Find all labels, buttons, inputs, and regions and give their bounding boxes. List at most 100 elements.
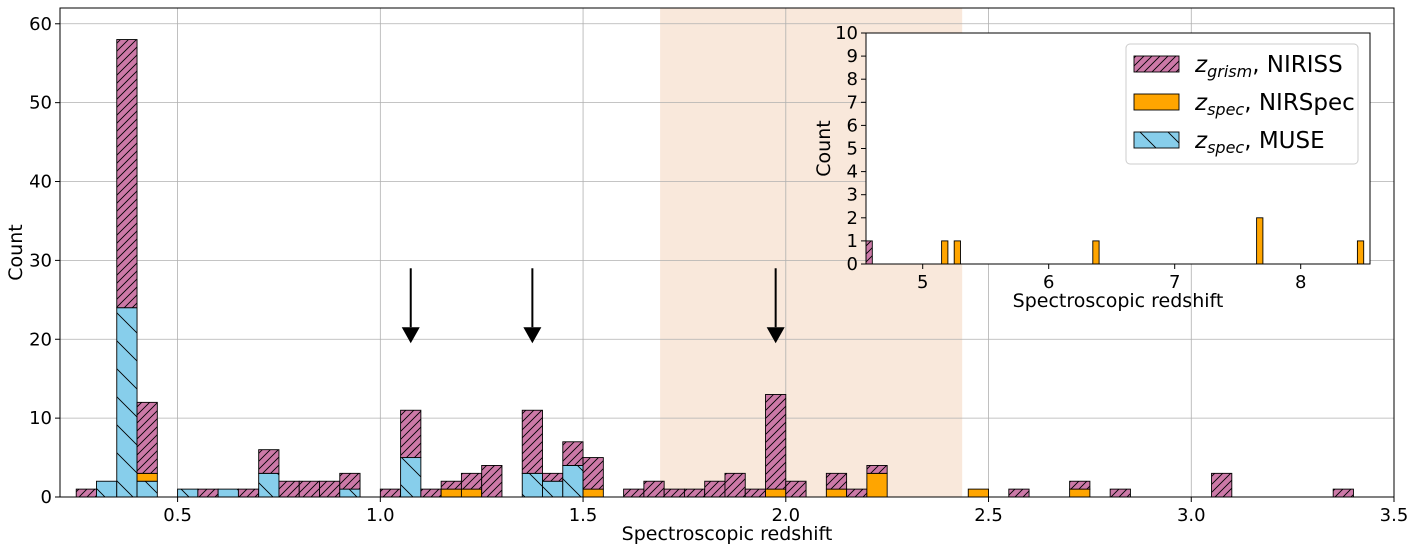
main-bar-forward-3: [136, 401, 158, 474]
main-bar-forward-8: [258, 449, 280, 474]
inset-xtick-label-2: 7: [1169, 272, 1180, 293]
main-bar-forward-21: [562, 441, 584, 466]
main-bar-none-34: [866, 472, 888, 498]
main-bar-forward-14: [400, 409, 422, 459]
main-bar-forward-20: [542, 472, 564, 482]
main-ytick-label-3: 30: [29, 250, 52, 271]
main-bar-forward-16: [440, 480, 462, 490]
inset-ytick-label-5: 5: [847, 139, 858, 160]
inset-bar-none-2: [953, 240, 961, 265]
main-bar-forward-28: [724, 472, 746, 498]
inset-ytick-label-6: 6: [847, 115, 858, 136]
inset-bar-none-4: [1256, 217, 1264, 265]
main-bar-forward-37: [1069, 480, 1091, 490]
main-bar-forward-31: [785, 480, 807, 498]
inset-xlabel: Spectroscopic redshift: [1013, 290, 1224, 312]
legend-entry-0: zgrism, NIRISS: [1133, 52, 1343, 81]
main-bar-forward-7: [237, 488, 260, 498]
main-xtick-label-2: 1.5: [569, 505, 598, 526]
main-bar-backslash-12: [339, 488, 361, 498]
main-bar-forward-24: [643, 480, 665, 498]
main-bar-forward-12: [339, 472, 361, 490]
main-ytick-label-6: 60: [29, 14, 52, 35]
inset-xtick-label-1: 6: [1043, 272, 1054, 293]
main-bar-forward-30: [765, 394, 787, 490]
inset-bar-none-3: [1092, 240, 1100, 265]
inset-ytick-label-1: 1: [847, 231, 858, 252]
main-bar-forward-13: [379, 488, 402, 498]
main-bar-none-17: [460, 488, 483, 498]
main-xtick-label-4: 2.5: [974, 505, 1003, 526]
main-bar-none-37: [1069, 488, 1091, 498]
inset-bar-none-5: [1356, 240, 1365, 265]
main-bar-none-35: [967, 488, 989, 498]
main-xtick-label-6: 3.5: [1380, 505, 1409, 526]
inset-bar-none-1: [941, 240, 949, 265]
inset-ytick-label-0: 0: [847, 254, 858, 275]
legend-label-2: zspec, MUSE: [1194, 128, 1325, 157]
inset-ytick-label-7: 7: [847, 92, 858, 113]
main-bar-backslash-20: [542, 480, 564, 498]
main-bar-forward-19: [521, 409, 543, 474]
main-xtick-label-1: 1.0: [366, 505, 395, 526]
main-bar-forward-17: [460, 472, 483, 490]
main-bar-forward-29: [744, 488, 766, 498]
legend-entry-1: zspec, NIRSpec: [1133, 90, 1355, 119]
main-bar-forward-25: [663, 488, 685, 498]
inset-ytick-label-2: 2: [847, 208, 858, 229]
main-ytick-label-5: 50: [29, 93, 52, 114]
main-bar-forward-38: [1109, 488, 1131, 498]
main-bar-backslash-6: [217, 488, 239, 498]
main-ytick-label-0: 0: [41, 487, 52, 508]
main-bar-forward-9: [278, 480, 300, 498]
inset-ylabel: Count: [813, 120, 835, 176]
main-bar-none-32: [825, 488, 848, 498]
main-axes-frame: [59, 7, 1395, 498]
main-bar-backslash-2: [116, 307, 138, 498]
main-bar-forward-5: [197, 488, 219, 498]
main-bar-forward-10: [298, 480, 320, 498]
main-bar-forward-2: [116, 39, 138, 309]
main-bar-forward-11: [319, 480, 341, 498]
legend-entry-2: zspec, MUSE: [1133, 128, 1325, 157]
main-ylabel: Count: [5, 224, 27, 280]
legend-swatch-2: [1133, 131, 1180, 149]
main-bar-forward-23: [623, 488, 645, 498]
main-ytick-label-1: 10: [29, 408, 52, 429]
main-bar-backslash-4: [177, 488, 199, 498]
legend: zgrism, NIRISS zspec, NIRSpec zspec, MUSE: [1125, 43, 1359, 165]
main-ytick-label-4: 40: [29, 172, 52, 193]
inset-xtick-label-0: 5: [917, 272, 928, 293]
main-arrow-0: [401, 268, 420, 344]
legend-label-0: zgrism, NIRISS: [1194, 52, 1343, 81]
legend-swatch-0: [1133, 55, 1180, 73]
main-xtick-label-3: 2.0: [771, 505, 800, 526]
main-bar-forward-15: [420, 488, 442, 498]
main-bar-backslash-8: [258, 472, 280, 498]
main-bar-forward-26: [683, 488, 706, 498]
inset-xtick-label-3: 8: [1295, 272, 1306, 293]
legend-label-1: zspec, NIRSpec: [1194, 90, 1355, 119]
inset-ytick-label-3: 3: [847, 185, 858, 206]
inset-ytick-label-9: 9: [847, 46, 858, 67]
main-bar-backslash-14: [400, 457, 422, 498]
main-bar-forward-39: [1211, 472, 1233, 498]
main-bar-forward-40: [1332, 488, 1354, 498]
legend-box: [1125, 43, 1359, 165]
main-bar-none-16: [440, 488, 462, 498]
main-bar-backslash-3: [136, 480, 158, 498]
main-bar-forward-0: [75, 488, 97, 498]
main-arrow-2: [766, 268, 785, 344]
inset-bar-forward-0: [865, 240, 873, 265]
main-bar-none-30: [765, 488, 787, 498]
main-bar-forward-32: [825, 472, 848, 490]
main-ytick-label-2: 20: [29, 329, 52, 350]
main-bar-backslash-19: [521, 472, 543, 498]
main-bar-forward-27: [704, 480, 726, 498]
main-xtick-label-0: 0.5: [163, 505, 192, 526]
legend-swatch-1: [1133, 93, 1180, 111]
main-bar-backslash-1: [96, 480, 118, 498]
main-bar-forward-33: [846, 488, 868, 498]
